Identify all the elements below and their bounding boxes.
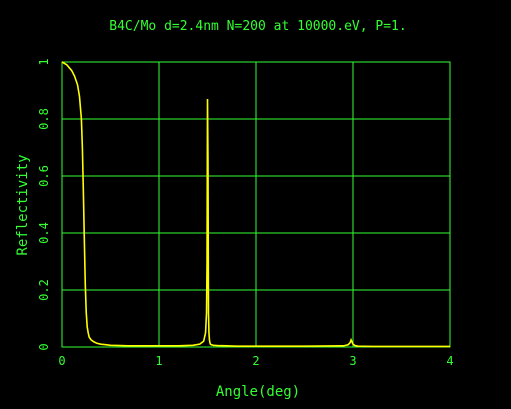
y-tick-label: 0.6 [37,165,51,187]
y-tick-label: 0.2 [37,279,51,301]
x-tick-label: 4 [446,354,453,368]
y-tick-label: 0.4 [37,222,51,244]
y-tick-label: 0.8 [37,108,51,130]
y-axis-label: Reflectivity [15,154,31,255]
x-axis-ticks: 0 1 2 3 4 [58,354,453,368]
plot-frame [61,61,451,348]
series-line-reflectivity [61,61,450,348]
y-tick-label: 0 [37,343,51,350]
y-tick-label: 1 [37,58,51,65]
chart-title: B4C/Mo d=2.4nm N=200 at 10000.eV, P=1. [109,19,406,34]
x-tick-label: 2 [252,354,259,368]
x-axis-label: Angle(deg) [216,384,300,400]
x-tick-label: 1 [155,354,162,368]
x-tick-label: 0 [58,354,65,368]
y-axis-ticks: 0 0.2 0.4 0.6 0.8 1 [37,58,51,350]
x-tick-label: 3 [349,354,356,368]
